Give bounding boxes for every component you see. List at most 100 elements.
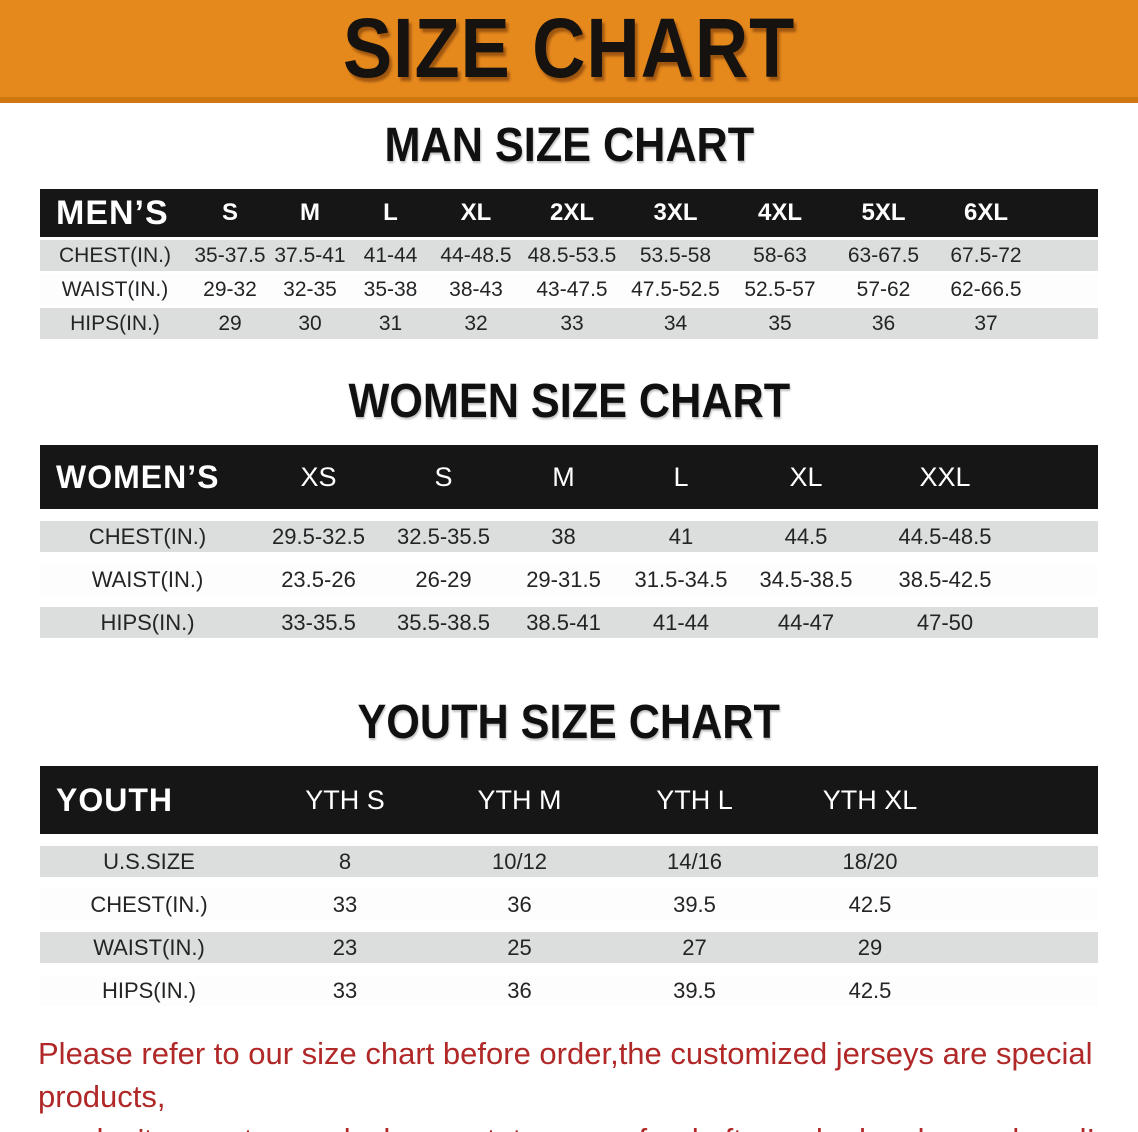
men-measurement-cell: 35-38 [350,271,431,307]
youth-row-label: CHEST(IN.) [40,877,258,926]
youth-size-column-header: YTH XL [782,766,958,840]
men-measurement-row: CHEST(IN.) 35-37.5 37.5-41 41-44 44-48.5 48.5… [40,237,1098,273]
men-measurement-cell: 31 [350,305,431,339]
row-spacer-cell [1018,595,1098,638]
women-size-column-header: XS [255,445,382,515]
women-measurement-cell: 41 [622,509,740,558]
youth-measurement-row: CHEST(IN.) 33 36 39.5 42.5 [40,877,1098,926]
youth-section-heading-text: YOUTH SIZE CHART [357,696,781,749]
men-row-label: CHEST(IN.) [40,237,190,273]
row-spacer-cell [958,834,1098,883]
women-measurement-row: WAIST(IN.) 23.5-26 26-29 29-31.5 31.5-34.5 34… [40,552,1098,601]
header-spacer-cell [1018,445,1098,515]
youth-size-column-header: YTH M [432,766,607,840]
youth-measurement-cell: 27 [607,920,782,969]
charts-area: MAN SIZE CHART MEN’S S M L XL 2XL 3XL 4XL 5XL 6XL C… [0,119,1138,1006]
men-measurement-cell: 33 [521,305,623,339]
women-row-label: HIPS(IN.) [40,595,255,638]
youth-measurement-cell: 23 [258,920,432,969]
youth-measurement-cell: 42.5 [782,877,958,926]
women-header-row: WOMEN’S XS S M L XL XXL [40,445,1098,515]
men-size-chart-section: MAN SIZE CHART MEN’S S M L XL 2XL 3XL 4XL 5XL 6XL C… [0,119,1138,339]
women-size-column-header: L [622,445,740,515]
men-measurement-cell: 36 [832,305,935,339]
youth-measurement-cell: 29 [782,920,958,969]
men-measurement-cell: 32 [431,305,521,339]
women-measurement-cell: 26-29 [382,552,505,601]
women-measurement-cell: 38.5-41 [505,595,622,638]
youth-size-table: YOUTH YTH S YTH M YTH L YTH XL U.S.SIZE 8 10/12… [40,766,1098,1006]
men-measurement-cell: 63-67.5 [832,237,935,273]
women-measurement-cell: 41-44 [622,595,740,638]
men-measurement-cell: 35 [728,305,832,339]
men-measurement-cell: 38-43 [431,271,521,307]
men-measurement-row: HIPS(IN.) 29 30 31 32 33 34 35 36 37 [40,305,1098,339]
women-measurement-cell: 23.5-26 [255,552,382,601]
women-measurement-cell: 44.5 [740,509,872,558]
men-measurement-cell: 58-63 [728,237,832,273]
men-size-column-header: 3XL [623,189,728,239]
row-spacer-cell [1018,552,1098,601]
women-row-label: CHEST(IN.) [40,509,255,558]
women-measurement-cell: 44.5-48.5 [872,509,1018,558]
youth-header-row: YOUTH YTH S YTH M YTH L YTH XL [40,766,1098,840]
women-measurement-cell: 44-47 [740,595,872,638]
header-spacer-cell [958,766,1098,840]
women-size-column-header: M [505,445,622,515]
men-section-heading: MAN SIZE CHART [40,119,1098,172]
women-size-column-header: XXL [872,445,1018,515]
youth-section-heading: YOUTH SIZE CHART [40,696,1098,749]
youth-row-label: HIPS(IN.) [40,963,258,1006]
men-size-column-header: 5XL [832,189,935,239]
men-size-column-header: M [270,189,350,239]
youth-row-label: U.S.SIZE [40,834,258,883]
youth-measurement-cell: 8 [258,834,432,883]
men-measurement-cell: 30 [270,305,350,339]
row-spacer-cell [1037,237,1098,273]
women-measurement-cell: 38 [505,509,622,558]
women-section-heading-text: WOMEN SIZE CHART [348,375,790,428]
youth-measurement-row: U.S.SIZE 8 10/12 14/16 18/20 [40,834,1098,883]
men-measurement-cell: 34 [623,305,728,339]
youth-measurement-cell: 33 [258,877,432,926]
row-spacer-cell [1037,305,1098,339]
women-measurement-cell: 32.5-35.5 [382,509,505,558]
youth-measurement-cell: 36 [432,877,607,926]
youth-measurement-row: WAIST(IN.) 23 25 27 29 [40,920,1098,969]
order-policy-note: Please refer to our size chart before or… [0,1032,1138,1132]
men-measurement-row: WAIST(IN.) 29-32 32-35 35-38 38-43 43-47.5 47.… [40,271,1098,307]
youth-measurement-row: HIPS(IN.) 33 36 39.5 42.5 [40,963,1098,1006]
row-spacer-cell [1037,271,1098,307]
men-header-row: MEN’S S M L XL 2XL 3XL 4XL 5XL 6XL [40,189,1098,239]
men-measurement-cell: 35-37.5 [190,237,270,273]
men-measurement-cell: 43-47.5 [521,271,623,307]
men-measurement-cell: 32-35 [270,271,350,307]
women-size-table: WOMEN’S XS S M L XL XXL CHEST(IN.) 29.5-32.5 32.5… [40,445,1098,638]
youth-row-label: WAIST(IN.) [40,920,258,969]
men-measurement-cell: 48.5-53.5 [521,237,623,273]
women-table-label: WOMEN’S [40,445,255,515]
men-row-label: WAIST(IN.) [40,271,190,307]
men-measurement-cell: 67.5-72 [935,237,1037,273]
men-measurement-cell: 57-62 [832,271,935,307]
women-size-column-header: XL [740,445,872,515]
men-section-heading-text: MAN SIZE CHART [384,119,754,172]
men-measurement-cell: 53.5-58 [623,237,728,273]
women-measurement-cell: 38.5-42.5 [872,552,1018,601]
youth-measurement-cell: 25 [432,920,607,969]
header-spacer-cell [1037,189,1098,239]
youth-measurement-cell: 10/12 [432,834,607,883]
youth-measurement-cell: 39.5 [607,877,782,926]
men-size-column-header: 2XL [521,189,623,239]
women-measurement-cell: 31.5-34.5 [622,552,740,601]
women-size-column-header: S [382,445,505,515]
row-spacer-cell [958,963,1098,1006]
men-measurement-cell: 44-48.5 [431,237,521,273]
youth-measurement-cell: 39.5 [607,963,782,1006]
order-policy-line-1: Please refer to our size chart before or… [38,1036,1093,1114]
youth-table-label: YOUTH [40,766,258,840]
women-measurement-cell: 35.5-38.5 [382,595,505,638]
youth-measurement-cell: 14/16 [607,834,782,883]
women-measurement-cell: 29-31.5 [505,552,622,601]
men-table-label: MEN’S [40,189,190,239]
